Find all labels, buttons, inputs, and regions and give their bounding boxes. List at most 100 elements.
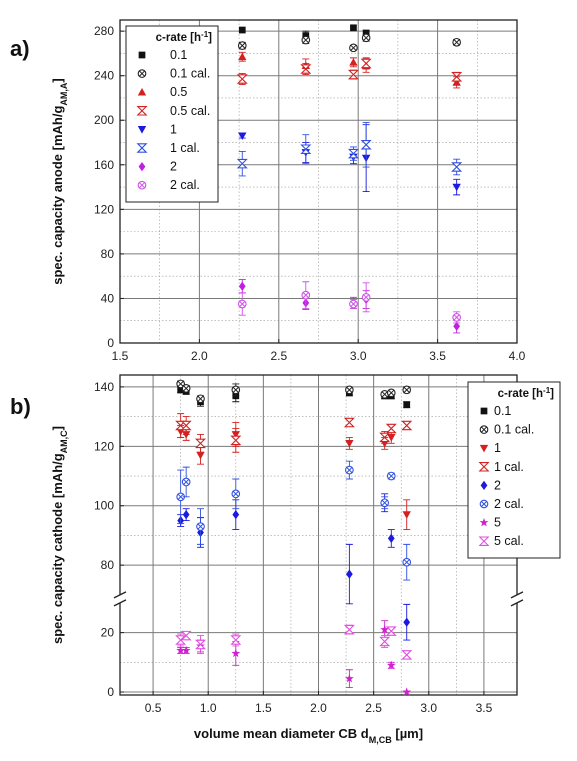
data-point [301, 35, 311, 45]
data-point [238, 52, 247, 61]
marker-cross [239, 301, 246, 307]
data-point [180, 420, 192, 431]
marker-shape [137, 88, 147, 96]
marker-shape [180, 420, 192, 431]
marker-shape [236, 74, 248, 84]
data-point [349, 43, 358, 53]
legend-item: 0.1 cal. [479, 423, 534, 437]
data-point [345, 385, 354, 395]
data-point [196, 451, 205, 460]
legend-marker [136, 143, 148, 153]
legend-label: 2 [170, 160, 177, 174]
x-tick-label: 2.0 [191, 349, 208, 363]
legend-title-sup: -1 [201, 30, 209, 39]
axis-break-mark [113, 591, 127, 607]
marker-cross [177, 493, 184, 500]
y-tick-label: 140 [94, 380, 114, 394]
data-point [362, 30, 370, 37]
data-point [236, 158, 248, 169]
marker-cross [363, 294, 370, 301]
marker-shape [230, 635, 242, 645]
legend-item: 2 cal. [137, 178, 200, 192]
data-point [175, 635, 187, 645]
data-point [380, 625, 390, 634]
data-point [300, 64, 312, 74]
data-point [300, 144, 312, 154]
marker-shape [344, 674, 354, 683]
marker-cross [453, 39, 460, 46]
data-point [231, 489, 241, 499]
y-tick-label: 0 [107, 336, 114, 350]
legend-marker [137, 180, 147, 190]
marker-shape [194, 639, 207, 650]
data-point [194, 438, 207, 449]
legend-label: 1 cal. [170, 141, 200, 155]
marker-shape [360, 58, 372, 69]
data-point [387, 434, 396, 442]
marker-shape [403, 401, 411, 409]
data-point [402, 687, 412, 696]
marker-cross [197, 395, 204, 402]
marker-shape [137, 126, 147, 134]
marker-cross [139, 70, 145, 77]
data-point [182, 510, 190, 520]
marker-shape [479, 444, 489, 453]
y-axis-title-end: ] [50, 78, 65, 82]
legend-item: 1 [137, 122, 177, 136]
data-point [176, 645, 186, 655]
marker-shape [451, 162, 463, 172]
tick-labels: 0.5 1.0 1.5 2.0 2.5 3.0 3.5 0 20 80 100 120 140 [94, 380, 493, 715]
data-series [236, 24, 463, 334]
x-tick-label: 1.0 [200, 701, 217, 715]
data-point [343, 417, 355, 428]
legend: c-rate [h-1] 0.1 0.1 cal. 0.5 0.5 cal. 1 1 cal… [125, 25, 219, 203]
data-point [402, 557, 412, 567]
marker-cross [183, 479, 190, 485]
data-point [402, 511, 411, 519]
marker-cross [388, 389, 395, 396]
legend-item: 0.1 [138, 48, 187, 62]
x-tick-label: 3.0 [350, 349, 367, 363]
y-axis-title-main: spec. capacity cathode [mAh/g [50, 453, 65, 644]
marker-shape [238, 281, 246, 291]
y-tick-label: 40 [101, 291, 115, 305]
marker-shape [387, 434, 396, 442]
data-point [401, 650, 413, 660]
data-point [194, 639, 207, 650]
series-2-cal- [176, 460, 412, 581]
marker-cross [302, 37, 309, 43]
legend-marker [480, 480, 488, 491]
marker-shape [401, 650, 413, 660]
y-tick-label: 240 [94, 69, 114, 83]
data-point [379, 636, 391, 647]
marker-cross [381, 499, 388, 506]
marker-cross [346, 386, 353, 393]
data-point [347, 69, 359, 80]
marker-shape [176, 645, 186, 655]
legend-marker [137, 88, 147, 96]
marker-shape [478, 462, 490, 472]
legend-item: 0.5 [137, 85, 187, 99]
legend-label: 2 cal. [170, 178, 200, 192]
data-point [343, 624, 355, 635]
legend-item: 0.5 cal. [136, 104, 210, 118]
legend-label: 2 [494, 478, 501, 492]
marker-shape [230, 435, 242, 446]
marker-shape [453, 321, 461, 331]
legend-title-sup: -1 [543, 386, 551, 395]
legend-label: 0.5 cal. [170, 104, 210, 118]
series-0-1-cal- [237, 33, 461, 53]
legend-item: 0.1 cal. [137, 67, 210, 81]
data-point [231, 648, 241, 658]
y-tick-label: 160 [94, 158, 114, 172]
marker-shape [385, 423, 397, 434]
y-tick-label: 100 [94, 499, 114, 513]
data-point [453, 321, 461, 331]
x-tick-label: 4.0 [509, 349, 526, 363]
data-point [302, 32, 310, 39]
legend-title: c-rate [h-1] [156, 30, 213, 45]
marker-shape [387, 533, 395, 544]
data-point [452, 313, 461, 322]
marker-cross [177, 381, 184, 387]
